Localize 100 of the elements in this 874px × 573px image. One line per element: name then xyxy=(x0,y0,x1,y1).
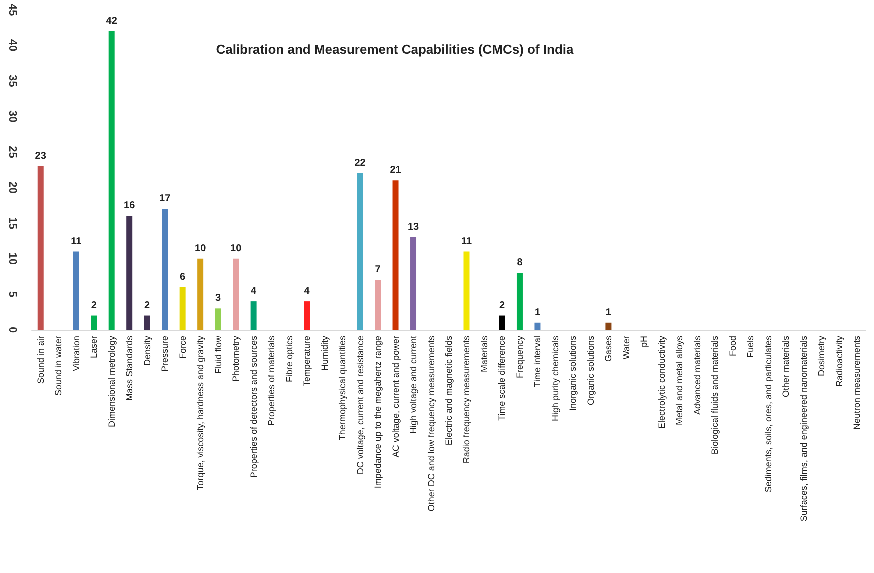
x-tick-label: Photometry xyxy=(231,336,242,382)
data-label: 16 xyxy=(124,200,136,212)
x-tick-label: Fuels xyxy=(746,336,756,358)
x-tick-label: Dosimetry xyxy=(816,336,827,377)
x-tick-label: Advanced materials xyxy=(692,336,702,416)
y-tick-label: 10 xyxy=(6,252,18,266)
bar xyxy=(162,209,168,330)
x-tick-label: Fluid flow xyxy=(213,336,224,374)
y-tick-label: 15 xyxy=(6,217,18,230)
x-tick-label: High purity chemicals xyxy=(550,336,560,422)
x-tick-label: Impedance up to the megahertz range xyxy=(373,336,384,489)
data-label: 8 xyxy=(517,258,524,269)
x-tick-label: Mass Standards xyxy=(124,336,135,402)
bar xyxy=(108,31,115,330)
data-label: 2 xyxy=(499,300,506,312)
y-tick-label: 35 xyxy=(6,74,18,88)
bar xyxy=(91,316,98,330)
data-label: 2 xyxy=(91,300,98,312)
data-label: 17 xyxy=(160,194,172,205)
x-tick-label: Time scale difference xyxy=(497,336,508,422)
x-tick-label: Metal and metal alloys xyxy=(674,336,685,426)
x-tick-label: Organic solutions xyxy=(586,336,596,406)
x-tick-label: DC voltage, current and resistance xyxy=(355,336,366,475)
x-tick-label: Laser xyxy=(89,336,100,359)
bar xyxy=(180,287,186,330)
y-tick-label: 45 xyxy=(6,4,18,16)
y-tick-label: 40 xyxy=(6,39,18,52)
data-label: 42 xyxy=(106,16,118,27)
x-tick-label: Force xyxy=(178,336,188,360)
x-tick-label: Humidity xyxy=(320,336,330,372)
y-tick-label: 20 xyxy=(6,182,18,194)
x-tick-label: Sediments, soils, ores, and particulates xyxy=(763,336,774,493)
x-tick-label: Pressure xyxy=(160,336,170,372)
x-tick-label: Materials xyxy=(479,336,490,373)
x-tick-label: Other materials xyxy=(781,336,792,398)
x-tick-label: Frequency xyxy=(514,336,525,379)
x-tick-label: Temperature xyxy=(302,336,312,387)
bar xyxy=(215,308,222,330)
x-tick-label: Water xyxy=(621,336,632,360)
x-tick-label: Inorganic solutions xyxy=(568,336,578,412)
x-tick-label: AC voltage, current and power xyxy=(390,336,401,458)
x-tick-label: Thermophysical quantities xyxy=(338,336,348,441)
x-tick-label: pH xyxy=(639,336,650,348)
x-tick-label: Vibration xyxy=(71,336,82,372)
y-tick-label: 0 xyxy=(6,326,18,334)
data-label: 13 xyxy=(408,222,420,234)
x-tick-label: Food xyxy=(728,336,738,357)
bar xyxy=(233,258,240,330)
data-label: 21 xyxy=(390,165,402,176)
data-label: 4 xyxy=(304,286,310,298)
x-tick-label: Other DC and low frequency measurements xyxy=(426,336,436,512)
x-tick-label: Sound in air xyxy=(36,336,46,384)
x-tick-label: Electric and magnetic fields xyxy=(444,336,454,446)
data-label: 22 xyxy=(354,158,366,170)
data-label: 4 xyxy=(251,286,258,298)
data-label: 1 xyxy=(534,307,541,318)
x-tick-label: Sound in water xyxy=(54,336,64,396)
x-tick-label: Biological fluids and materials xyxy=(710,336,720,455)
x-tick-label: Properties of detectors and sources xyxy=(248,336,259,478)
bar xyxy=(357,174,364,330)
bar xyxy=(464,252,470,330)
text: Calibration and Measurement Capabilities (CMCs) of India xyxy=(216,42,575,57)
x-tick-label: Radio frequency measurements xyxy=(462,336,472,464)
bar xyxy=(73,252,80,330)
x-tick-label: Time interval xyxy=(532,336,543,388)
data-label: 6 xyxy=(180,272,186,283)
data-label: 23 xyxy=(35,150,47,162)
bar xyxy=(304,302,310,330)
x-tick-label: Gases xyxy=(604,336,614,362)
bar xyxy=(144,316,150,330)
data-label: 7 xyxy=(375,264,382,276)
bar xyxy=(375,280,382,330)
x-tick-label: High voltage and current xyxy=(408,336,419,434)
y-tick-label: 25 xyxy=(6,146,18,158)
bar xyxy=(606,322,612,330)
bar xyxy=(499,316,506,330)
bar xyxy=(410,238,417,330)
data-label: 2 xyxy=(144,300,151,312)
bar xyxy=(534,322,541,330)
bar xyxy=(516,273,523,330)
bar xyxy=(198,258,204,330)
y-tick-label: 30 xyxy=(6,110,18,123)
x-tick-label: Radioactivity xyxy=(834,336,844,388)
x-tick-label: Dimensional metrology xyxy=(106,336,117,428)
x-tick-label: Torque, viscosity, hardness and gravity xyxy=(196,336,206,490)
data-label: 1 xyxy=(606,307,612,318)
data-label: 3 xyxy=(216,293,222,304)
x-tick-label: Electrolytic conductivity xyxy=(656,336,667,430)
data-label: 10 xyxy=(230,243,242,254)
data-label: 10 xyxy=(195,243,207,254)
data-label: 11 xyxy=(461,236,472,248)
bar xyxy=(250,302,257,330)
bar xyxy=(126,216,133,330)
x-tick-label: Neutron measurements xyxy=(852,336,862,430)
bar xyxy=(38,166,44,330)
x-tick-label: Fibre optics xyxy=(284,336,294,383)
y-tick-label: 5 xyxy=(6,291,18,298)
data-label: 11 xyxy=(71,236,82,248)
x-tick-label: Density xyxy=(142,336,152,366)
x-tick-label: Properties of materials xyxy=(266,336,277,426)
